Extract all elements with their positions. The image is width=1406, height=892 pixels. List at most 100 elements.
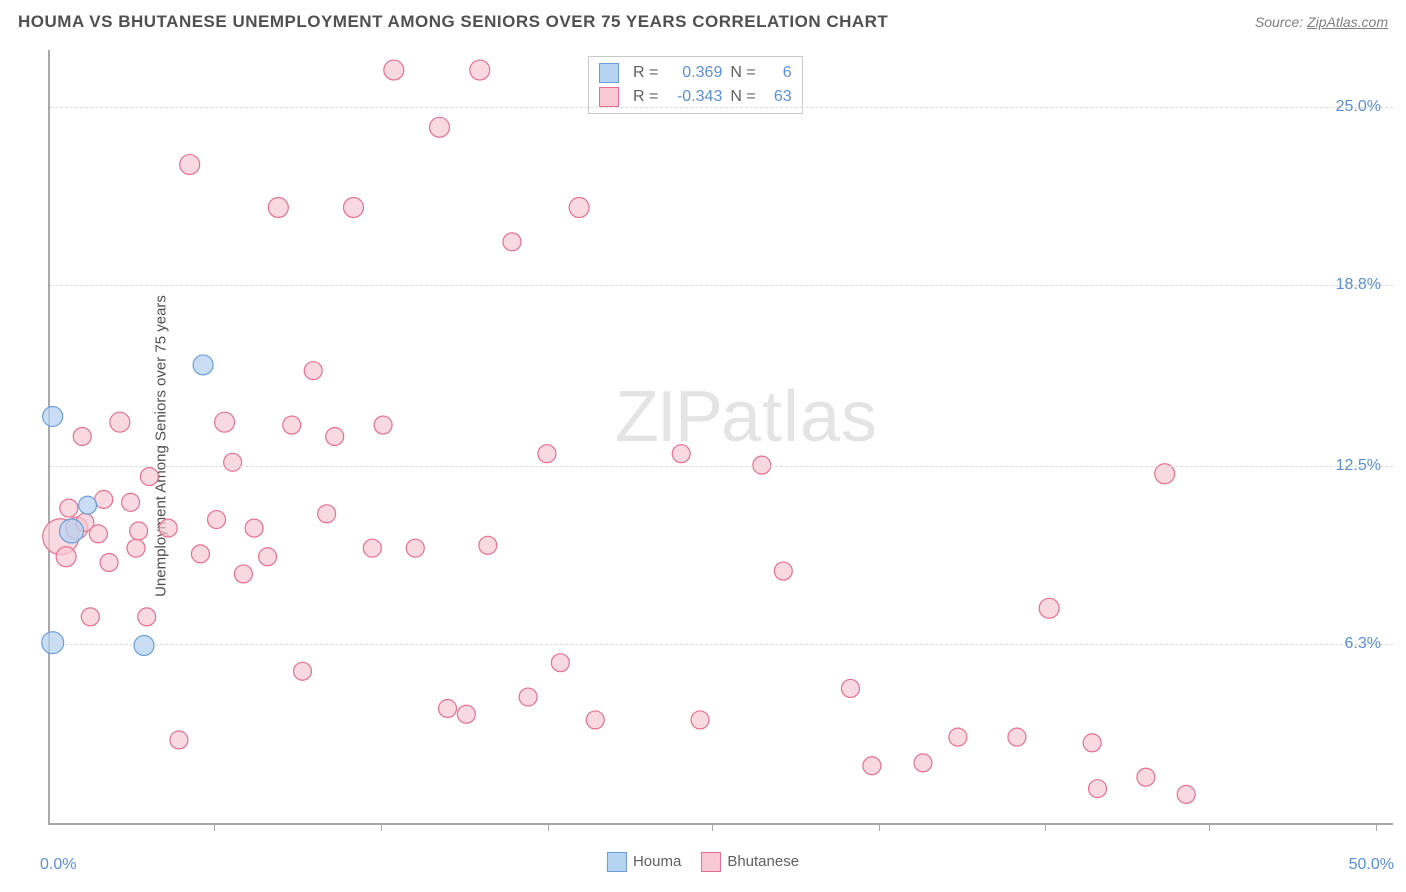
- x-tick: [214, 823, 215, 831]
- y-tick-label: 18.8%: [1336, 276, 1381, 294]
- n-value-b: 63: [764, 85, 792, 109]
- x-tick: [1045, 823, 1046, 831]
- stats-row-houma: R = 0.369 N = 6: [599, 61, 792, 85]
- data-point: [586, 711, 604, 729]
- x-tick: [1376, 823, 1377, 831]
- data-point: [43, 406, 63, 426]
- data-point: [110, 412, 130, 432]
- data-point: [479, 536, 497, 554]
- data-point: [60, 519, 84, 543]
- data-point: [457, 705, 475, 723]
- data-point: [406, 539, 424, 557]
- legend-label-bhutanese: Bhutanese: [727, 853, 799, 870]
- data-point: [283, 416, 301, 434]
- x-axis-max-label: 50.0%: [1349, 856, 1394, 874]
- legend-item-bhutanese: Bhutanese: [701, 852, 799, 872]
- data-point: [384, 60, 404, 80]
- data-point: [122, 493, 140, 511]
- chart-header: HOUMA VS BHUTANESE UNEMPLOYMENT AMONG SE…: [0, 0, 1406, 50]
- data-point: [134, 636, 154, 656]
- data-point: [374, 416, 392, 434]
- data-point: [60, 499, 78, 517]
- data-point: [42, 632, 64, 654]
- legend-swatch-bhutanese: [701, 852, 721, 872]
- x-tick: [712, 823, 713, 831]
- data-point: [914, 754, 932, 772]
- data-point: [170, 731, 188, 749]
- data-point: [191, 545, 209, 563]
- data-point: [180, 155, 200, 175]
- data-point: [56, 547, 76, 567]
- x-tick: [1209, 823, 1210, 831]
- data-point: [259, 548, 277, 566]
- data-point: [753, 456, 771, 474]
- data-point: [1039, 598, 1059, 618]
- data-point: [130, 522, 148, 540]
- data-point: [569, 197, 589, 217]
- x-tick: [879, 823, 880, 831]
- data-point: [1177, 785, 1195, 803]
- data-point: [193, 355, 213, 375]
- r-label-b: R =: [633, 85, 658, 109]
- data-point: [268, 197, 288, 217]
- data-point: [841, 679, 859, 697]
- y-tick-label: 12.5%: [1336, 457, 1381, 475]
- chart-svg: [50, 50, 1393, 823]
- data-point: [1008, 728, 1026, 746]
- r-value-a: 0.369: [666, 61, 722, 85]
- x-axis-min-label: 0.0%: [40, 856, 76, 874]
- gridline: [50, 107, 1393, 108]
- x-tick: [548, 823, 549, 831]
- data-point: [691, 711, 709, 729]
- stats-row-bhutanese: R = -0.343 N = 63: [599, 85, 792, 109]
- data-point: [863, 757, 881, 775]
- x-tick: [381, 823, 382, 831]
- legend-label-houma: Houma: [633, 853, 681, 870]
- n-label-a: N =: [730, 61, 755, 85]
- gridline: [50, 466, 1393, 467]
- data-point: [127, 539, 145, 557]
- data-point: [439, 700, 457, 718]
- r-label-a: R =: [633, 61, 658, 85]
- data-point: [89, 525, 107, 543]
- data-point: [73, 428, 91, 446]
- data-point: [538, 445, 556, 463]
- legend-swatch-houma: [607, 852, 627, 872]
- data-point: [224, 453, 242, 471]
- data-point: [95, 491, 113, 509]
- data-point: [672, 445, 690, 463]
- data-point: [304, 362, 322, 380]
- data-point: [159, 519, 177, 537]
- data-point: [470, 60, 490, 80]
- data-point: [1137, 768, 1155, 786]
- data-point: [344, 197, 364, 217]
- y-tick-label: 6.3%: [1345, 635, 1381, 653]
- data-point: [234, 565, 252, 583]
- legend: Houma Bhutanese: [607, 852, 799, 872]
- chart-title: HOUMA VS BHUTANESE UNEMPLOYMENT AMONG SE…: [18, 12, 888, 31]
- correlation-stats-box: R = 0.369 N = 6 R = -0.343 N = 63: [588, 56, 803, 114]
- data-point: [293, 662, 311, 680]
- data-point: [949, 728, 967, 746]
- n-label-b: N =: [730, 85, 755, 109]
- data-point: [774, 562, 792, 580]
- data-point: [138, 608, 156, 626]
- source-prefix: Source:: [1255, 14, 1307, 30]
- legend-item-houma: Houma: [607, 852, 681, 872]
- source-attribution: Source: ZipAtlas.com: [1255, 14, 1388, 30]
- gridline: [50, 285, 1393, 286]
- stats-swatch-houma: [599, 63, 619, 83]
- data-point: [208, 511, 226, 529]
- stats-swatch-bhutanese: [599, 87, 619, 107]
- source-link[interactable]: ZipAtlas.com: [1307, 14, 1388, 30]
- data-point: [318, 505, 336, 523]
- data-point: [245, 519, 263, 537]
- y-tick-label: 25.0%: [1336, 98, 1381, 116]
- data-point: [100, 553, 118, 571]
- data-point: [363, 539, 381, 557]
- n-value-a: 6: [764, 61, 792, 85]
- data-point: [1083, 734, 1101, 752]
- r-value-b: -0.343: [666, 85, 722, 109]
- data-point: [1089, 780, 1107, 798]
- data-point: [81, 608, 99, 626]
